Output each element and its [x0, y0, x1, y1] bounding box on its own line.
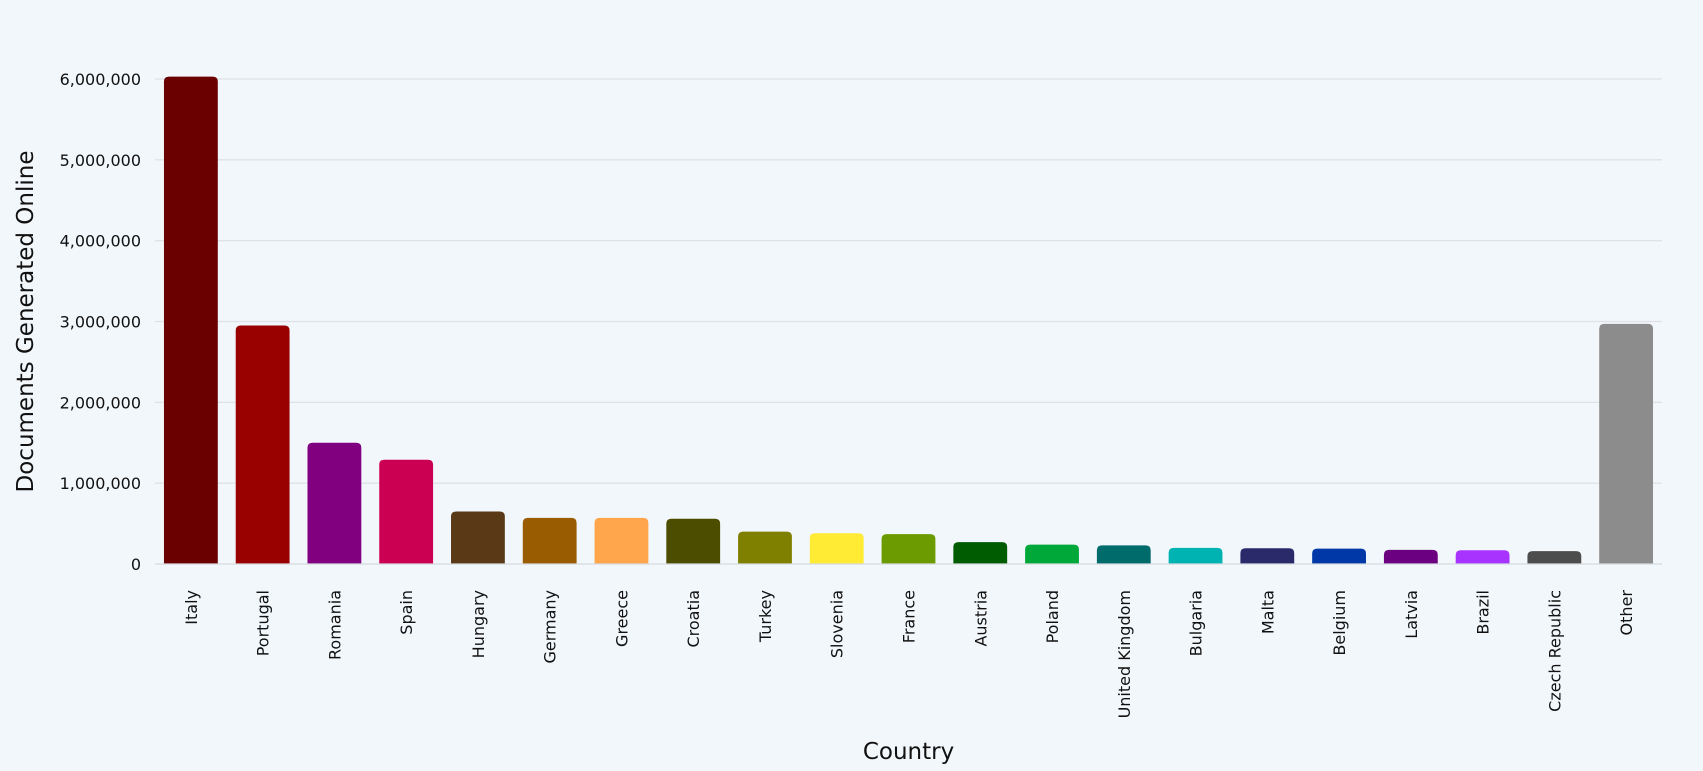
bar[interactable]: [594, 517, 649, 564]
bar[interactable]: [1527, 551, 1582, 564]
y-tick-label: 2,000,000: [60, 393, 141, 412]
x-category-label: France: [900, 590, 919, 643]
x-category-label: United Kingdom: [1115, 590, 1134, 718]
x-category-label: Romania: [325, 590, 344, 660]
x-category-label: Croatia: [684, 590, 703, 648]
y-tick-label: 6,000,000: [60, 70, 141, 89]
bar[interactable]: [163, 76, 218, 564]
x-category-label: Other: [1617, 590, 1636, 636]
x-category-label: Portugal: [254, 590, 273, 656]
bar[interactable]: [307, 442, 362, 564]
x-category-label: Belgium: [1330, 590, 1349, 656]
x-category-label: Bulgaria: [1187, 590, 1206, 656]
bar[interactable]: [1240, 548, 1295, 564]
x-category-label: Turkey: [756, 590, 775, 643]
x-category-label: Austria: [971, 590, 990, 647]
y-tick-label: 0: [131, 555, 141, 574]
bar[interactable]: [1599, 323, 1654, 564]
bar[interactable]: [235, 325, 290, 564]
y-tick-label: 4,000,000: [60, 232, 141, 251]
x-category-label: Spain: [397, 590, 416, 635]
y-tick-label: 3,000,000: [60, 313, 141, 332]
bar[interactable]: [1383, 549, 1438, 564]
x-category-label: Slovenia: [828, 590, 847, 658]
bar[interactable]: [1025, 544, 1079, 564]
bar[interactable]: [1312, 548, 1366, 564]
y-axis-title: Documents Generated Online: [13, 151, 39, 493]
bar[interactable]: [1455, 550, 1510, 564]
y-tick-label: 5,000,000: [60, 151, 141, 170]
x-category-label: Germany: [541, 590, 560, 664]
x-category-label: Poland: [1043, 590, 1062, 643]
x-category-label: Italy: [182, 590, 201, 625]
x-axis-categories: Italy Portugal Romania Spain Hungary Germany G…: [182, 590, 1636, 719]
gridlines: [155, 78, 1662, 484]
bar[interactable]: [1168, 547, 1223, 564]
x-category-label: Greece: [612, 590, 631, 647]
x-category-label: Malta: [1258, 590, 1277, 634]
bars: [163, 76, 1654, 564]
y-tick-label: 1,000,000: [60, 474, 141, 493]
x-category-label: Latvia: [1402, 590, 1421, 639]
bar[interactable]: [379, 459, 434, 564]
bar[interactable]: [881, 534, 936, 564]
y-axis-ticks: 0 1,000,000 2,000,000 3,000,000 4,000,000 5,0…: [60, 70, 141, 574]
bar[interactable]: [666, 518, 721, 564]
x-category-label: Hungary: [469, 590, 488, 658]
x-category-label: Brazil: [1474, 590, 1493, 635]
bar[interactable]: [738, 531, 792, 564]
bar[interactable]: [953, 542, 1008, 564]
bar[interactable]: [522, 517, 577, 564]
bar[interactable]: [809, 533, 864, 564]
bar[interactable]: [1096, 545, 1151, 564]
x-category-label: Czech Republic: [1545, 590, 1564, 712]
bar[interactable]: [451, 511, 505, 564]
x-axis-title: Country: [863, 739, 954, 765]
